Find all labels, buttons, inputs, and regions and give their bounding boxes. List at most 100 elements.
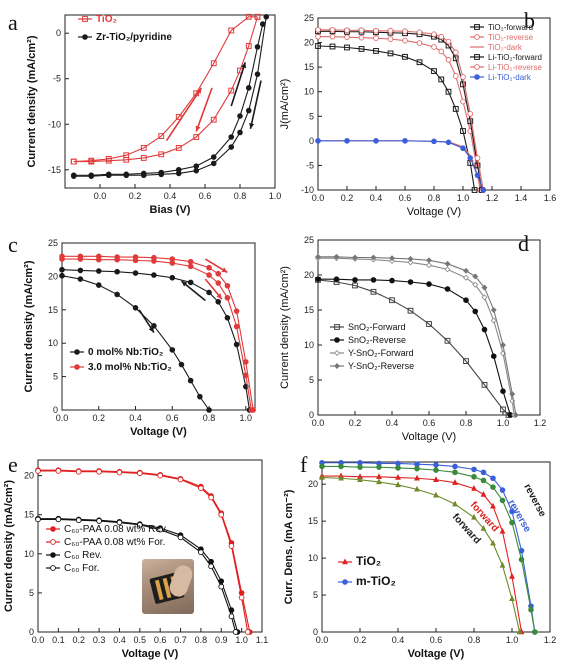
data-point bbox=[177, 476, 184, 483]
data-point bbox=[387, 36, 394, 42]
data-point bbox=[157, 472, 164, 479]
data-point bbox=[481, 284, 488, 291]
data-point bbox=[95, 282, 102, 288]
y-tick-label: 15 bbox=[24, 510, 34, 520]
data-point bbox=[233, 323, 240, 330]
x-tick-label: 0.8 bbox=[468, 635, 481, 645]
data-point bbox=[433, 491, 439, 498]
x-tick-label: 0.8 bbox=[460, 418, 473, 428]
data-point bbox=[472, 273, 479, 280]
data-point bbox=[395, 465, 401, 471]
panel-letter-a: a bbox=[8, 10, 18, 35]
data-point bbox=[254, 13, 261, 20]
legend-swatch-marker bbox=[334, 363, 340, 369]
data-point bbox=[59, 266, 65, 273]
y-tick-label: 15 bbox=[308, 516, 318, 526]
data-point bbox=[433, 462, 439, 468]
data-point bbox=[178, 361, 185, 368]
data-point bbox=[499, 487, 506, 493]
x-tick-label: 0.2 bbox=[93, 413, 106, 423]
data-point bbox=[402, 53, 408, 60]
legend-swatch-marker bbox=[50, 565, 56, 571]
series-line-f-1 bbox=[321, 476, 521, 633]
data-point bbox=[528, 607, 534, 613]
x-tick-label: 0.6 bbox=[399, 193, 412, 203]
y-tick-label: 5 bbox=[313, 590, 318, 600]
data-point bbox=[426, 262, 432, 269]
data-point bbox=[315, 253, 321, 260]
data-point bbox=[75, 517, 82, 524]
y-tick-label: -10 bbox=[48, 119, 61, 129]
data-point bbox=[70, 158, 77, 165]
data-point bbox=[460, 128, 466, 134]
data-point bbox=[218, 583, 225, 590]
data-point bbox=[471, 466, 477, 473]
scan-direction-arrowhead bbox=[195, 125, 201, 132]
legend-entry-f-0: TiO₂ bbox=[356, 554, 381, 568]
data-point bbox=[490, 317, 497, 324]
data-point bbox=[193, 134, 200, 140]
y-axis-label: Current density (mA/cm²) bbox=[23, 260, 35, 392]
data-point bbox=[370, 288, 377, 295]
panel-e: e 0.0 0.1 0.2 0.3 0.4 0.5 0.6 0.7 0.8 0.9 1.0 1.1 0 5 1… bbox=[3, 452, 268, 660]
data-point bbox=[245, 107, 252, 114]
data-point bbox=[460, 81, 466, 88]
legend-swatch-marker bbox=[74, 349, 80, 355]
data-point bbox=[444, 266, 451, 273]
y-tick-label: 15 bbox=[304, 62, 314, 72]
y-tick-label: -10 bbox=[301, 185, 314, 195]
y-tick-label: 0 bbox=[53, 405, 58, 415]
data-point bbox=[471, 485, 477, 491]
data-point bbox=[59, 253, 65, 260]
data-point bbox=[357, 476, 363, 482]
data-point bbox=[499, 527, 506, 534]
scan-direction-arrowhead bbox=[221, 267, 228, 273]
series-line-e-0 bbox=[38, 469, 251, 633]
data-point bbox=[407, 255, 414, 262]
legend-swatch-marker bbox=[82, 34, 88, 40]
data-point bbox=[376, 478, 382, 485]
data-point bbox=[114, 254, 120, 260]
data-point bbox=[460, 98, 466, 105]
legend-entry-a-0: TiO₂ bbox=[96, 14, 117, 25]
data-point bbox=[35, 516, 41, 523]
data-point bbox=[187, 263, 194, 270]
legend-swatch-marker bbox=[342, 558, 348, 565]
flexible-device-photo bbox=[142, 559, 194, 614]
legend-entry-e-1: C₆₀-PAA 0.08 wt% For. bbox=[64, 537, 165, 548]
data-point bbox=[243, 359, 249, 365]
series-line-a-1 bbox=[73, 16, 259, 163]
x-tick-label: 1.4 bbox=[515, 193, 528, 203]
data-point bbox=[402, 37, 408, 44]
y-tick-label: 25 bbox=[304, 235, 314, 245]
data-point bbox=[228, 543, 235, 549]
y-axis-label: Current density (mA/cm²) bbox=[3, 480, 15, 612]
y-tick-label: 20 bbox=[304, 38, 314, 48]
data-point bbox=[344, 27, 350, 34]
data-point bbox=[233, 308, 240, 314]
data-point bbox=[237, 113, 243, 119]
data-point bbox=[358, 34, 365, 41]
legend-entry-b-0: TiO₂-forward bbox=[488, 23, 533, 32]
data-point bbox=[433, 476, 439, 482]
y-tick-label: 20 bbox=[48, 271, 58, 281]
data-point bbox=[480, 469, 487, 476]
series-line-e-2 bbox=[38, 518, 239, 633]
panel-letter-e: e bbox=[8, 452, 18, 477]
x-tick-label: 0.4 bbox=[370, 193, 383, 203]
legend-entry-c-1: 3.0 mol% Nb:TiO₂ bbox=[88, 362, 172, 373]
plot-frame-e bbox=[37, 459, 263, 633]
scan-direction-arrow bbox=[165, 87, 203, 142]
panel-d: d 0.0 0.2 0.4 0.6 0.8 1.0 1.2 0 5 10 15 20 25 Voltage … bbox=[279, 231, 546, 443]
data-point bbox=[445, 56, 452, 63]
data-point bbox=[474, 155, 481, 161]
data-point bbox=[338, 474, 344, 481]
data-point bbox=[431, 68, 437, 74]
y-tick-label: 0 bbox=[309, 410, 314, 420]
data-point bbox=[389, 255, 395, 262]
x-tick-label: 1.0 bbox=[235, 635, 248, 645]
scan-direction-arrowhead bbox=[181, 281, 188, 287]
data-point bbox=[169, 256, 176, 262]
series-line-a-0 bbox=[73, 16, 258, 163]
data-point bbox=[198, 549, 204, 556]
